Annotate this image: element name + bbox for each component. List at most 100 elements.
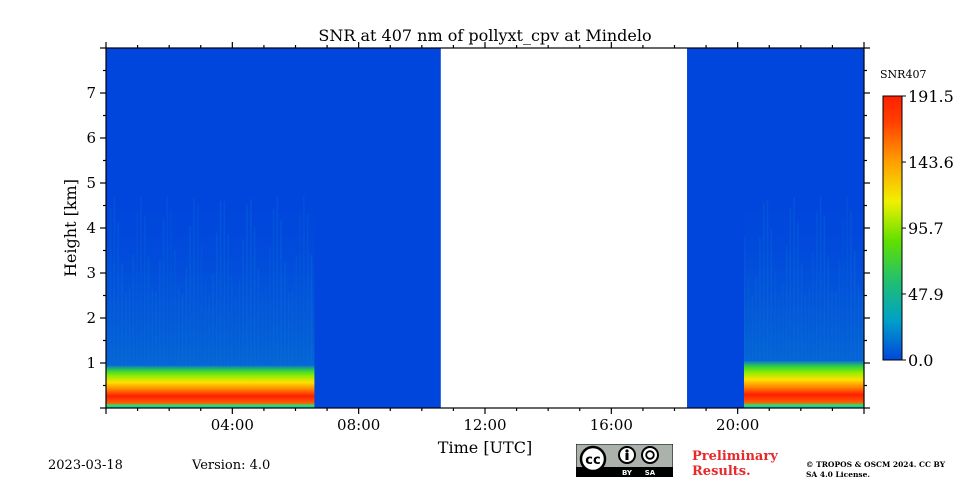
- streak: [797, 222, 799, 361]
- streak: [303, 196, 305, 366]
- streak: [204, 280, 207, 366]
- y-tick-label: 5: [86, 174, 96, 192]
- streak: [170, 209, 173, 366]
- haze-layer: [743, 192, 864, 361]
- y-tick-label: 1: [86, 354, 96, 372]
- streak: [827, 257, 829, 361]
- streak: [747, 277, 750, 361]
- streak: [834, 291, 837, 361]
- streak: [785, 245, 788, 361]
- colorbar-tick-label: 191.5: [908, 87, 954, 106]
- version-label: Version: 4.0: [192, 458, 271, 473]
- streak: [751, 295, 754, 361]
- streak: [124, 292, 127, 366]
- streak: [778, 294, 780, 361]
- streak: [755, 278, 757, 361]
- streak: [208, 295, 210, 366]
- streak: [151, 289, 154, 366]
- streak: [257, 268, 260, 366]
- y-tick-label: 2: [86, 309, 96, 327]
- colorbar-tick-label: 143.6: [908, 153, 954, 172]
- streak: [215, 232, 218, 366]
- share-alike-icon: [641, 446, 659, 464]
- streak: [253, 227, 256, 366]
- cc-license-badge: cc BY SA: [575, 443, 674, 478]
- streak: [246, 204, 248, 366]
- streak: [268, 247, 271, 366]
- streak: [299, 214, 301, 366]
- streak: [212, 274, 214, 366]
- date-label: 2023-03-18: [48, 458, 123, 473]
- streak: [280, 220, 282, 366]
- preliminary-results-label: Preliminary Results.: [692, 449, 778, 479]
- streak: [238, 279, 241, 366]
- signal-streaks: [106, 196, 313, 366]
- streak: [219, 200, 222, 366]
- streak: [242, 240, 245, 366]
- streak: [166, 196, 169, 366]
- streak: [812, 252, 814, 361]
- streak: [781, 283, 784, 361]
- colorbar-tick-label: 47.9: [908, 285, 944, 304]
- streak: [132, 253, 135, 366]
- streak: [774, 271, 776, 361]
- streak: [295, 254, 298, 366]
- streak: [838, 259, 841, 361]
- streak: [159, 260, 161, 366]
- streak: [147, 256, 150, 366]
- copyright-label: © TROPOS & OSCM 2024. CC BY SA 4.0 Licen…: [806, 460, 946, 479]
- streak: [759, 237, 761, 361]
- x-tick-label: 12:00: [463, 416, 506, 434]
- streak: [185, 267, 188, 366]
- axes: 04:00 08:00 12:00 16:00 20:00 1 2 3 4 5 6 7: [86, 42, 870, 434]
- streak: [793, 197, 795, 361]
- streak: [178, 285, 180, 366]
- streak: [808, 287, 810, 361]
- streak: [310, 254, 313, 366]
- streak: [276, 197, 279, 366]
- streak: [766, 199, 769, 361]
- streak: [815, 212, 818, 361]
- y-tick-label: 6: [86, 129, 96, 147]
- streak: [128, 288, 131, 366]
- streak: [200, 241, 203, 366]
- signal-streaks: [743, 196, 864, 361]
- streak: [155, 291, 157, 366]
- streak: [162, 219, 165, 366]
- low-snr-segment: [314, 48, 441, 408]
- streak: [762, 203, 765, 361]
- streak: [121, 263, 123, 366]
- streak: [306, 214, 309, 366]
- streak: [117, 221, 119, 366]
- colorbar-tick-label: 95.7: [908, 219, 944, 238]
- streak: [842, 218, 845, 361]
- x-tick-label: 08:00: [337, 416, 380, 434]
- streak: [250, 198, 252, 366]
- x-tick-label: 04:00: [211, 416, 254, 434]
- x-tick-label: 20:00: [716, 416, 759, 434]
- no-data-gap: [440, 48, 688, 408]
- cc-icon: cc: [585, 453, 600, 468]
- streak: [789, 207, 792, 361]
- streak: [284, 262, 286, 366]
- colorbar: [883, 96, 902, 360]
- streak: [113, 197, 116, 366]
- y-tick-label: 4: [86, 219, 96, 237]
- streak: [800, 264, 803, 361]
- streak: [223, 201, 226, 366]
- chart-title: SNR at 407 nm of pollyxt_cpv at Mindelo: [318, 26, 651, 45]
- y-tick-label: 7: [86, 84, 96, 102]
- cc-by-label: BY: [622, 469, 633, 477]
- streak: [804, 293, 807, 361]
- streak: [234, 295, 237, 366]
- streak: [261, 294, 263, 366]
- streak: [272, 208, 275, 366]
- x-tick-label: 16:00: [590, 416, 633, 434]
- streak: [831, 290, 833, 361]
- streak: [819, 196, 822, 361]
- streak: [743, 236, 746, 361]
- streak: [823, 216, 826, 361]
- streak: [143, 215, 146, 366]
- streak: [189, 225, 191, 366]
